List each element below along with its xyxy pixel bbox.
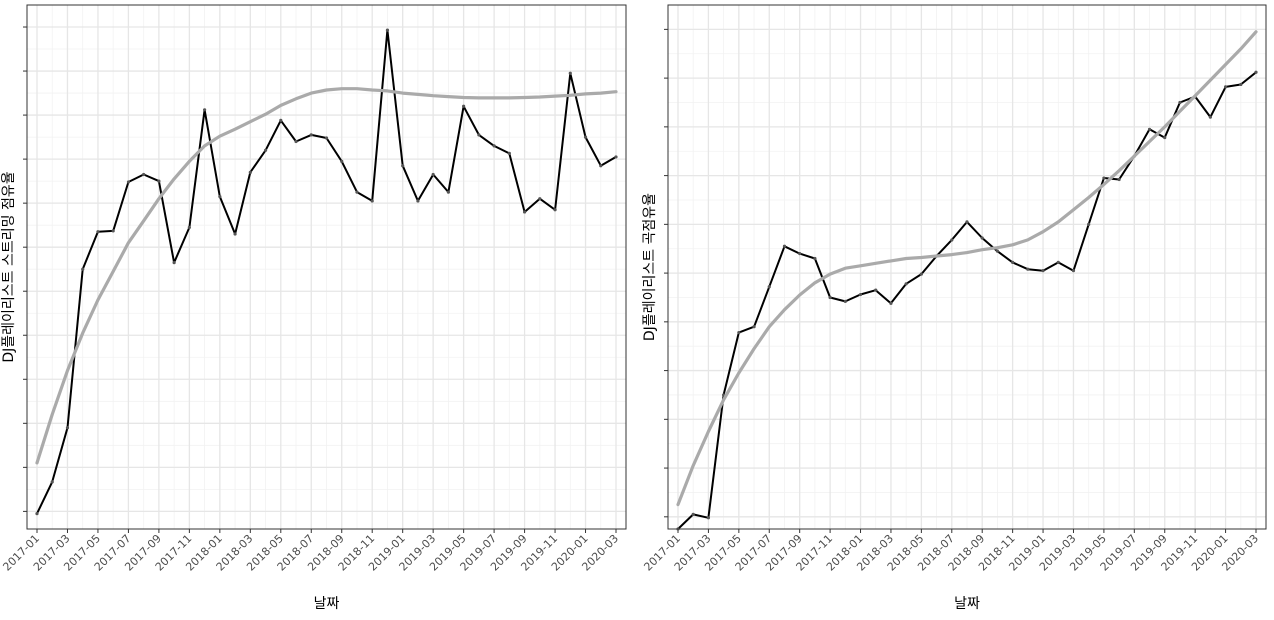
raw-data-point xyxy=(462,104,466,108)
raw-data-point xyxy=(1041,269,1045,273)
raw-data-point xyxy=(599,164,603,168)
raw-data-point xyxy=(1011,260,1015,264)
raw-data-point xyxy=(950,238,954,242)
raw-data-point xyxy=(813,256,817,261)
raw-data-point xyxy=(843,299,847,303)
raw-data-point xyxy=(370,199,374,203)
raw-data-point xyxy=(1087,222,1091,226)
raw-data-point xyxy=(477,133,481,137)
x-axis-title: 날짜 xyxy=(954,596,980,612)
raw-data-point xyxy=(1254,70,1258,74)
raw-data-point xyxy=(1208,115,1212,119)
raw-data-point xyxy=(828,295,832,300)
raw-data-point xyxy=(187,225,191,229)
raw-data-point xyxy=(538,197,542,201)
raw-data-point xyxy=(904,282,908,286)
raw-data-point xyxy=(995,249,1000,253)
trend-line xyxy=(676,30,1258,507)
raw-data-point xyxy=(446,190,450,194)
raw-data-point xyxy=(1117,177,1121,182)
raw-data-point xyxy=(340,159,344,163)
panel-border xyxy=(26,4,627,530)
raw-data-point xyxy=(416,199,420,203)
raw-data-point xyxy=(263,148,268,152)
raw-data-point xyxy=(142,172,146,177)
raw-data-point xyxy=(96,230,100,234)
raw-data-point xyxy=(737,330,741,335)
raw-data-point xyxy=(706,516,711,520)
panel-border xyxy=(667,4,1267,530)
raw-data-point xyxy=(50,480,54,484)
raw-data-point xyxy=(172,260,176,265)
y-axis-title: DJ플레이리스트 곡점유율 xyxy=(642,193,658,341)
raw-data-point xyxy=(81,267,85,271)
raw-data-point xyxy=(965,220,969,224)
raw-data-point xyxy=(614,155,618,159)
raw-data-point xyxy=(126,180,131,184)
raw-data-point xyxy=(492,144,496,148)
raw-data-point xyxy=(355,190,359,194)
raw-data-point xyxy=(752,325,756,329)
raw-data-point xyxy=(248,170,252,174)
raw-data-point xyxy=(767,285,771,289)
raw-data-point xyxy=(782,244,787,248)
raw-data-point xyxy=(1239,82,1243,87)
chart-panel-1: 2017-012017-032017-052017-072017-092017-… xyxy=(0,4,627,612)
raw-data-point xyxy=(294,139,298,144)
raw-data-point xyxy=(507,151,511,155)
raw-data-point xyxy=(431,172,435,177)
raw-data-point xyxy=(858,292,863,297)
x-axis-title: 날짜 xyxy=(314,596,340,612)
raw-data-point xyxy=(919,272,923,276)
raw-data-point xyxy=(1163,135,1167,140)
raw-data-point xyxy=(218,194,222,199)
raw-data-point xyxy=(35,511,39,516)
raw-data-point xyxy=(691,512,695,516)
raw-data-point xyxy=(203,108,207,112)
raw-data-point xyxy=(1071,269,1076,273)
raw-data-point xyxy=(1223,85,1228,89)
raw-data-point xyxy=(111,229,115,233)
raw-data-point xyxy=(568,71,572,75)
raw-data-point xyxy=(385,28,390,32)
raw-data-point xyxy=(583,135,588,139)
raw-data-point xyxy=(324,136,329,140)
raw-data-point xyxy=(874,288,878,292)
chart-panel-2: 2017-012017-032017-052017-072017-092017-… xyxy=(641,4,1267,612)
y-axis-title: DJ플레이리스트 스트리밍 점유율 xyxy=(1,171,17,362)
raw-data-point xyxy=(1102,176,1106,180)
raw-data-point xyxy=(279,118,283,122)
raw-data-point xyxy=(1056,260,1060,264)
raw-data-point xyxy=(1147,127,1152,131)
raw-data-point xyxy=(522,210,527,214)
raw-data-point xyxy=(553,208,557,212)
raw-data-point xyxy=(1026,267,1030,271)
raw-data-point xyxy=(1178,100,1182,105)
raw-data-point xyxy=(798,251,802,256)
raw-data-point xyxy=(980,236,984,240)
trend-line xyxy=(35,87,618,465)
raw-data-point xyxy=(157,179,161,183)
raw-data-point xyxy=(309,133,313,137)
raw-data-point xyxy=(401,164,405,168)
raw-data-point xyxy=(889,301,893,305)
raw-data-point xyxy=(65,426,70,430)
raw-data-point xyxy=(233,232,237,236)
